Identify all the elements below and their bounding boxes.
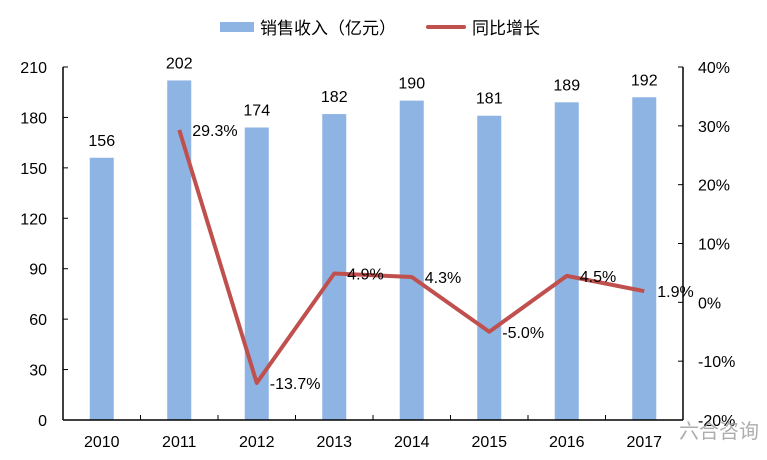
bar-value-label: 190: [398, 76, 425, 93]
x-tick-label: 2015: [471, 434, 507, 451]
right-tick-label: 40%: [698, 60, 730, 77]
bar-value-label: 181: [476, 91, 503, 108]
bar-2014: [399, 100, 424, 420]
legend-line-swatch: [426, 24, 466, 29]
left-tick-label: 30: [29, 363, 47, 380]
growth-value-label: -13.7%: [270, 376, 321, 393]
bar-2017: [632, 97, 657, 420]
right-tick-label: 20%: [698, 178, 730, 195]
bar-value-label: 202: [166, 55, 193, 72]
bar-2013: [322, 114, 347, 421]
growth-value-label: 4.9%: [347, 267, 383, 284]
bar-value-label: 174: [243, 103, 270, 120]
left-tick-label: 120: [20, 211, 47, 228]
bar-value-label: 192: [631, 72, 658, 89]
x-tick-label: 2012: [239, 434, 275, 451]
legend-bar-label: 销售收入（亿元）: [260, 19, 396, 39]
bar-value-label: 182: [321, 89, 348, 106]
right-tick-label: 10%: [698, 237, 730, 254]
bar-2011: [167, 80, 192, 420]
left-tick-label: 150: [20, 161, 47, 178]
right-tick-label: 30%: [698, 119, 730, 136]
growth-value-label: 1.9%: [657, 284, 693, 301]
left-tick-label: 60: [29, 312, 47, 329]
left-tick-label: 180: [20, 110, 47, 127]
x-tick-label: 2017: [626, 434, 662, 451]
legend: 销售收入（亿元） 同比增长: [220, 14, 540, 39]
watermark: 六合咨询: [679, 419, 759, 443]
right-tick-label: -20%: [698, 413, 735, 430]
growth-value-label: 29.3%: [192, 123, 237, 140]
bar-value-label: 156: [88, 133, 115, 150]
bar-2016: [554, 102, 579, 421]
bar-2015: [477, 115, 502, 420]
x-tick-label: 2013: [316, 434, 352, 451]
legend-bar-swatch: [220, 21, 254, 32]
bar-value-label: 189: [553, 77, 580, 94]
growth-value-label: -5.0%: [502, 325, 544, 342]
x-tick-label: 2011: [162, 434, 197, 451]
left-tick-label: 90: [29, 262, 47, 279]
growth-line: [177, 129, 645, 385]
x-tick-label: 2014: [394, 434, 430, 451]
growth-value-label: 4.5%: [580, 269, 616, 286]
x-tick-label: 2016: [549, 434, 585, 451]
right-tick-label: 0%: [698, 295, 721, 312]
legend-line-label: 同比增长: [472, 19, 540, 39]
bar-2010: [89, 157, 114, 420]
right-tick-label: -10%: [698, 354, 735, 371]
x-tick-label: 2010: [84, 434, 120, 451]
growth-value-label: 4.3%: [425, 270, 461, 287]
left-tick-label: 0: [38, 413, 47, 430]
left-tick-label: 210: [20, 60, 47, 77]
